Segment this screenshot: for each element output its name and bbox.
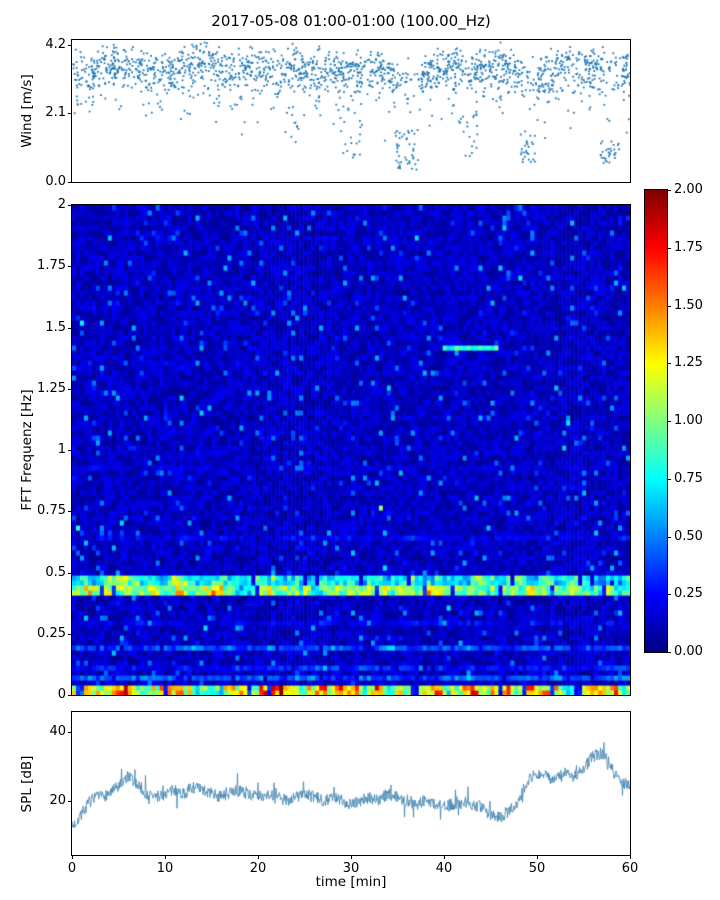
cbar-tick-label: 1.50 bbox=[674, 298, 703, 313]
cbar-tick-mark bbox=[667, 652, 671, 653]
time-tick-mark bbox=[72, 855, 73, 859]
wind-axes bbox=[71, 39, 631, 183]
time-tick-label: 0 bbox=[67, 861, 77, 876]
cbar-tick-mark bbox=[667, 421, 671, 422]
wind-tick-label: 4.2 bbox=[45, 37, 66, 52]
fft-tick-label: 0.75 bbox=[37, 503, 66, 518]
fft-tick-mark bbox=[68, 450, 72, 451]
spl-tick-mark bbox=[68, 732, 72, 733]
cbar-tick-label: 0.75 bbox=[674, 471, 703, 486]
spl-tick-label: 40 bbox=[49, 724, 66, 739]
fft-tick-mark bbox=[68, 634, 72, 635]
cbar-tick-label: 1.75 bbox=[674, 240, 703, 255]
time-tick-label: 50 bbox=[528, 861, 546, 876]
cbar-tick-label: 0.00 bbox=[674, 644, 703, 659]
cbar-tick-mark bbox=[667, 363, 671, 364]
figure-title: 2017-05-08 01:00-01:00 (100.00_Hz) bbox=[211, 12, 491, 30]
colorbar-canvas bbox=[645, 190, 667, 652]
time-tick-label: 30 bbox=[342, 861, 360, 876]
fft-tick-label: 1 bbox=[57, 442, 66, 457]
cbar-tick-mark bbox=[667, 306, 671, 307]
cbar-tick-label: 0.25 bbox=[674, 586, 703, 601]
fft-tick-mark bbox=[68, 205, 72, 206]
fft-tick-label: 1.75 bbox=[37, 258, 66, 273]
cbar-tick-label: 0.50 bbox=[674, 529, 703, 544]
spectrogram-canvas bbox=[72, 205, 630, 695]
time-tick-mark bbox=[537, 855, 538, 859]
spl-tick-mark bbox=[68, 801, 72, 802]
colorbar bbox=[644, 189, 668, 653]
cbar-tick-label: 1.00 bbox=[674, 413, 703, 428]
time-tick-mark bbox=[444, 855, 445, 859]
spl-axes bbox=[71, 711, 631, 856]
fft-tick-label: 0 bbox=[57, 687, 66, 702]
time-tick-label: 40 bbox=[435, 861, 453, 876]
cbar-tick-label: 1.25 bbox=[674, 355, 703, 370]
wind-tick-mark bbox=[68, 45, 72, 46]
fft-tick-label: 0.5 bbox=[45, 565, 66, 580]
cbar-tick-mark bbox=[667, 594, 671, 595]
cbar-tick-mark bbox=[667, 248, 671, 249]
fft-tick-mark bbox=[68, 573, 72, 574]
wind-tick-mark bbox=[68, 113, 72, 114]
time-tick-label: 20 bbox=[249, 861, 267, 876]
spl-line-canvas bbox=[72, 712, 630, 855]
time-tick-mark bbox=[258, 855, 259, 859]
fft-tick-label: 1.25 bbox=[37, 381, 66, 396]
wind-tick-label: 2.1 bbox=[45, 105, 66, 120]
wind-tick-label: 0.0 bbox=[45, 174, 66, 189]
fft-tick-mark bbox=[68, 511, 72, 512]
wind-tick-mark bbox=[68, 182, 72, 183]
spectrogram-axes bbox=[71, 204, 631, 696]
fft-tick-label: 1.5 bbox=[45, 320, 66, 335]
fft-tick-mark bbox=[68, 695, 72, 696]
time-tick-mark bbox=[165, 855, 166, 859]
time-xlabel: time [min] bbox=[315, 874, 387, 890]
cbar-tick-mark bbox=[667, 190, 671, 191]
fft-tick-mark bbox=[68, 328, 72, 329]
cbar-tick-label: 2.00 bbox=[674, 182, 703, 197]
cbar-tick-mark bbox=[667, 479, 671, 480]
fft-tick-label: 0.25 bbox=[37, 626, 66, 641]
spl-tick-label: 20 bbox=[49, 793, 66, 808]
fft-tick-mark bbox=[68, 389, 72, 390]
fft-tick-mark bbox=[68, 266, 72, 267]
time-tick-mark bbox=[630, 855, 631, 859]
time-tick-label: 10 bbox=[156, 861, 174, 876]
wind-scatter-canvas bbox=[72, 40, 630, 182]
cbar-tick-mark bbox=[667, 537, 671, 538]
fft-tick-label: 2 bbox=[57, 197, 66, 212]
time-tick-mark bbox=[351, 855, 352, 859]
time-tick-label: 60 bbox=[621, 861, 639, 876]
